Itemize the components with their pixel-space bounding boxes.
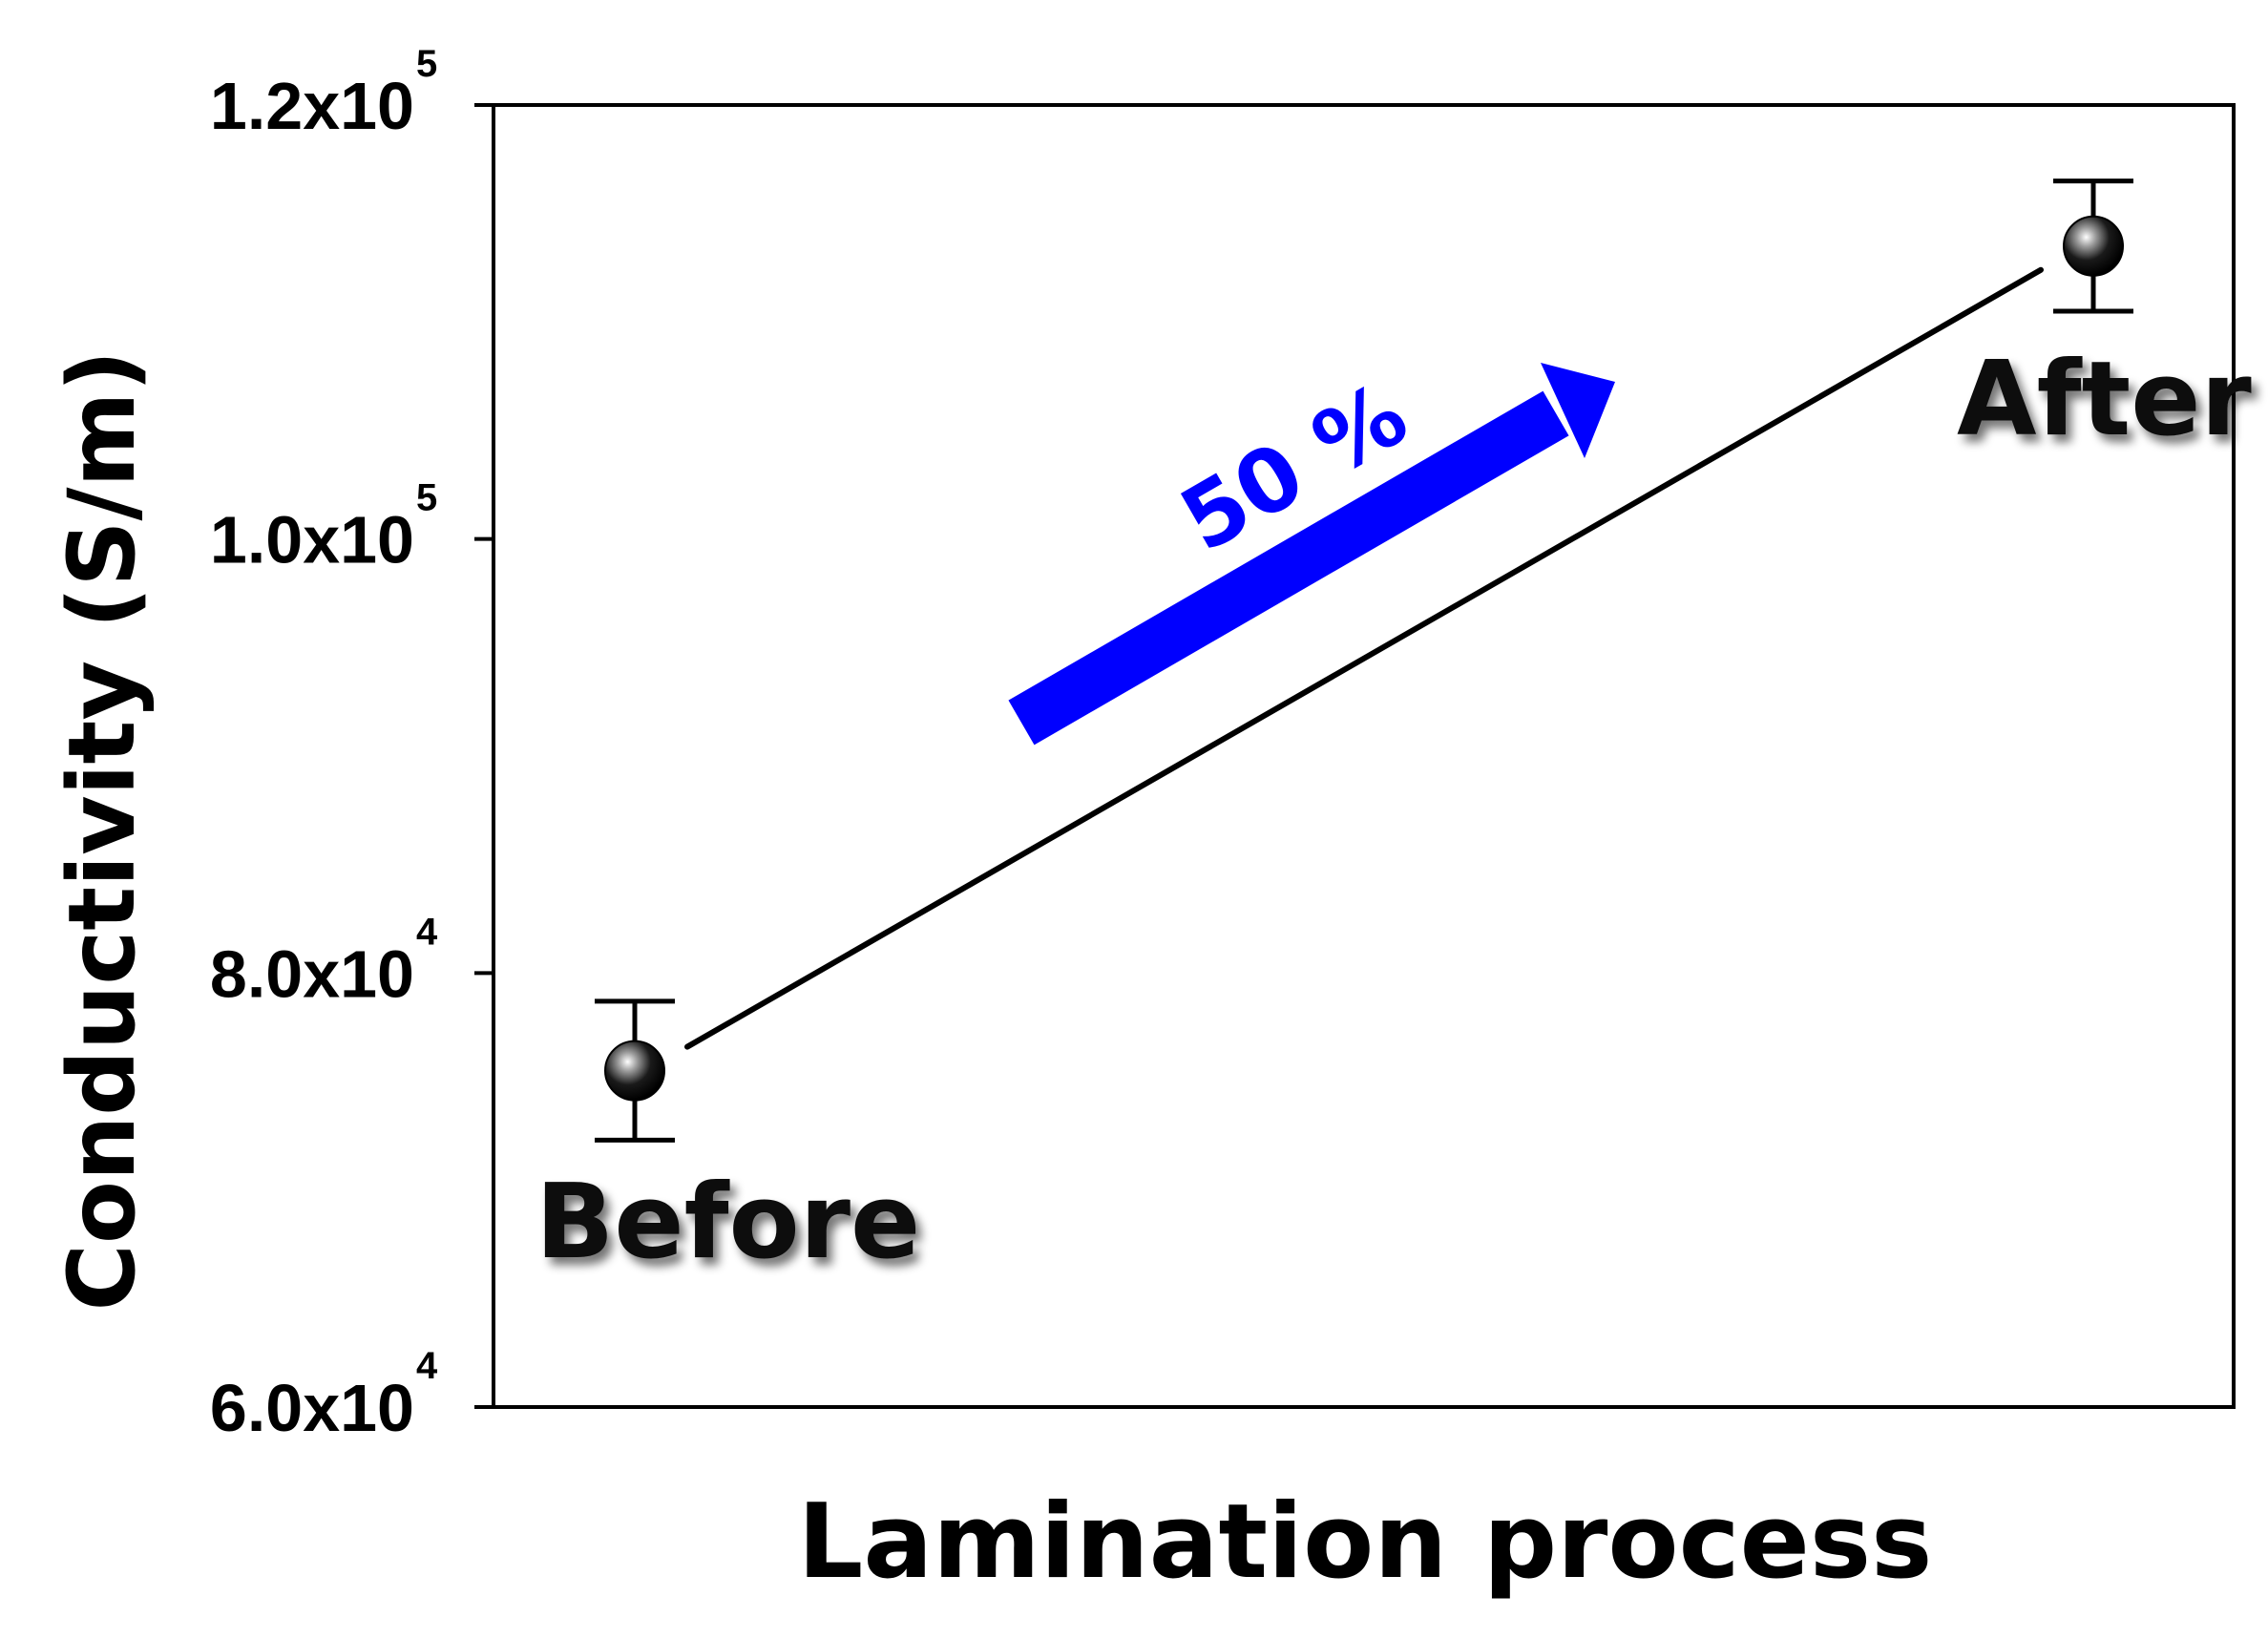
data-point-after xyxy=(2063,215,2124,277)
y-tick-label: 6.0x10 xyxy=(210,1371,414,1445)
connecting-line xyxy=(684,266,2044,1050)
y-tick-label: 8.0x10 xyxy=(210,936,414,1011)
y-axis-title: Conductivity (S/m) xyxy=(49,350,156,1312)
plot-area-frame xyxy=(492,103,2236,1409)
y-tick-exponent: 5 xyxy=(416,43,437,85)
x-axis-title: Lamination process xyxy=(798,1482,1933,1602)
point-label-before: Before xyxy=(536,1163,920,1282)
y-tick-label: 1.2x10 xyxy=(210,69,414,143)
y-tick-exponent: 5 xyxy=(416,477,437,519)
y-tick-label: 1.0x10 xyxy=(210,503,414,578)
increase-arrow xyxy=(1008,363,1615,746)
data-point-before xyxy=(604,1040,665,1102)
y-tick-exponent: 4 xyxy=(416,1345,438,1387)
point-label-after: After xyxy=(1957,340,2252,459)
y-tick-exponent: 4 xyxy=(416,911,438,953)
data-points xyxy=(595,179,2133,1143)
